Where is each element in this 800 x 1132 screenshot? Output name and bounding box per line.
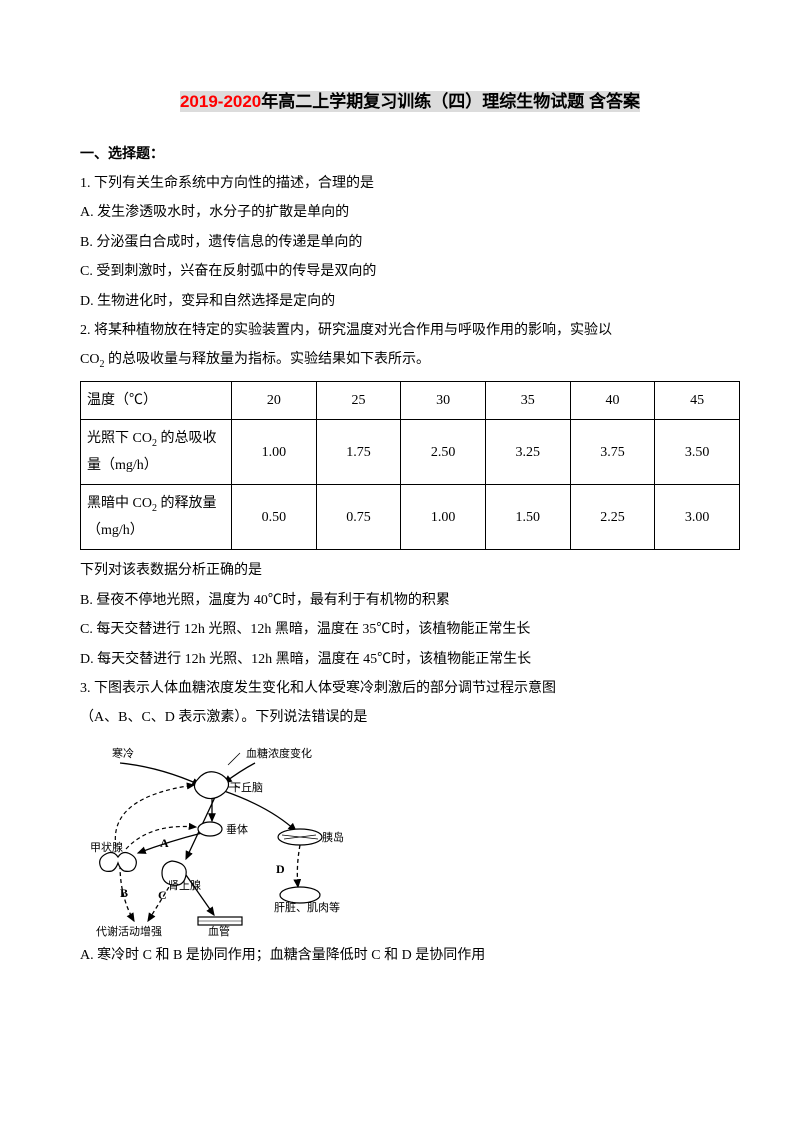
lbl-liver: 肝脏、肌肉等 [274, 900, 340, 914]
cell: 0.75 [316, 485, 401, 550]
doc-title: 2019-2020年高二上学期复习训练（四）理综生物试题 含答案 [80, 84, 740, 120]
section-heading-1: 一、选择题： [80, 140, 740, 169]
q1-option-a: A. 发生渗透吸水时，水分子的扩散是单向的 [80, 198, 740, 227]
table-row1-label: 光照下 CO2 的总吸收量（mg/h） [81, 420, 232, 485]
lbl-pitu: 垂体 [226, 822, 248, 836]
table-col-3: 35 [485, 382, 570, 420]
cell: 3.25 [485, 420, 570, 485]
lbl-C: C [158, 888, 167, 902]
q3-option-a: A. 寒冷时 C 和 B 是协同作用；血糖含量降低时 C 和 D 是协同作用 [80, 941, 740, 970]
title-year: 2019-2020 [180, 91, 261, 112]
q1-option-d: D. 生物进化时，变异和自然选择是定向的 [80, 287, 740, 316]
cell: 1.75 [316, 420, 401, 485]
table-col-4: 40 [570, 382, 655, 420]
lbl-vessel: 血管 [208, 924, 230, 937]
table-col-5: 45 [655, 382, 740, 420]
q2-after: 下列对该表数据分析正确的是 [80, 556, 740, 585]
lbl-islet: 胰岛 [322, 830, 344, 844]
table-row: 黑暗中 CO2 的释放量（mg/h） 0.50 0.75 1.00 1.50 2… [81, 485, 740, 550]
title-rest: 年高二上学期复习训练（四）理综生物试题 含答案 [261, 91, 640, 112]
page: 2019-2020年高二上学期复习训练（四）理综生物试题 含答案 一、选择题： … [0, 0, 800, 1132]
table-header-label: 温度（℃） [81, 382, 232, 420]
lbl-D: D [276, 862, 285, 876]
lbl-adrenal: 肾上腺 [168, 878, 201, 892]
q3-diagram: 寒冷 血糖浓度变化 下丘脑 垂体 甲状腺 肾上腺 胰岛 血管 肝脏、肌肉等 代谢… [90, 737, 350, 937]
lbl-metab: 代谢活动增强 [96, 924, 162, 937]
q2-option-b: B. 昼夜不停地光照，温度为 40℃时，最有利于有机物的积累 [80, 586, 740, 615]
cell: 3.75 [570, 420, 655, 485]
q2-table: 温度（℃） 20 25 30 35 40 45 光照下 CO2 的总吸收量（mg… [80, 381, 740, 550]
table-row: 温度（℃） 20 25 30 35 40 45 [81, 382, 740, 420]
q1-stem: 1. 下列有关生命系统中方向性的描述，合理的是 [80, 169, 740, 198]
lbl-thyroid: 甲状腺 [90, 840, 123, 854]
cell: 3.50 [655, 420, 740, 485]
cell: 1.50 [485, 485, 570, 550]
cell: 2.50 [401, 420, 486, 485]
lbl-cold: 寒冷 [112, 746, 134, 760]
q2-stem-b-pre: CO [80, 352, 99, 367]
lbl-hypo: 下丘脑 [230, 781, 263, 794]
lbl-B: B [120, 886, 128, 900]
q2-option-d: D. 每天交替进行 12h 光照、12h 黑暗，温度在 45℃时，该植物能正常生… [80, 645, 740, 674]
q2-stem-b-post: 的总吸收量与释放量为指标。实验结果如下表所示。 [104, 352, 430, 367]
r2-pre: 黑暗中 CO [87, 496, 152, 511]
q3-stem1: 3. 下图表示人体血糖浓度发生变化和人体受寒冷刺激后的部分调节过程示意图 [80, 674, 740, 703]
cell: 0.50 [232, 485, 317, 550]
cell: 3.00 [655, 485, 740, 550]
cell: 2.25 [570, 485, 655, 550]
table-row2-label: 黑暗中 CO2 的释放量（mg/h） [81, 485, 232, 550]
cell: 1.00 [401, 485, 486, 550]
table-col-0: 20 [232, 382, 317, 420]
q3-stem2: （A、B、C、D 表示激素）。下列说法错误的是 [80, 703, 740, 732]
lbl-glucose: 血糖浓度变化 [246, 746, 312, 760]
cell: 1.00 [232, 420, 317, 485]
q2-stem-a: 2. 将某种植物放在特定的实验装置内，研究温度对光合作用与呼吸作用的影响，实验以 [80, 316, 740, 345]
q1-option-c: C. 受到刺激时，兴奋在反射弧中的传导是双向的 [80, 257, 740, 286]
q1-option-b: B. 分泌蛋白合成时，遗传信息的传递是单向的 [80, 228, 740, 257]
table-col-2: 30 [401, 382, 486, 420]
table-col-1: 25 [316, 382, 401, 420]
r1-pre: 光照下 CO [87, 431, 152, 446]
q2-option-c: C. 每天交替进行 12h 光照、12h 黑暗，温度在 35℃时，该植物能正常生… [80, 615, 740, 644]
lbl-A: A [160, 836, 169, 850]
table-row: 光照下 CO2 的总吸收量（mg/h） 1.00 1.75 2.50 3.25 … [81, 420, 740, 485]
q2-stem-b: CO2 的总吸收量与释放量为指标。实验结果如下表所示。 [80, 345, 740, 375]
